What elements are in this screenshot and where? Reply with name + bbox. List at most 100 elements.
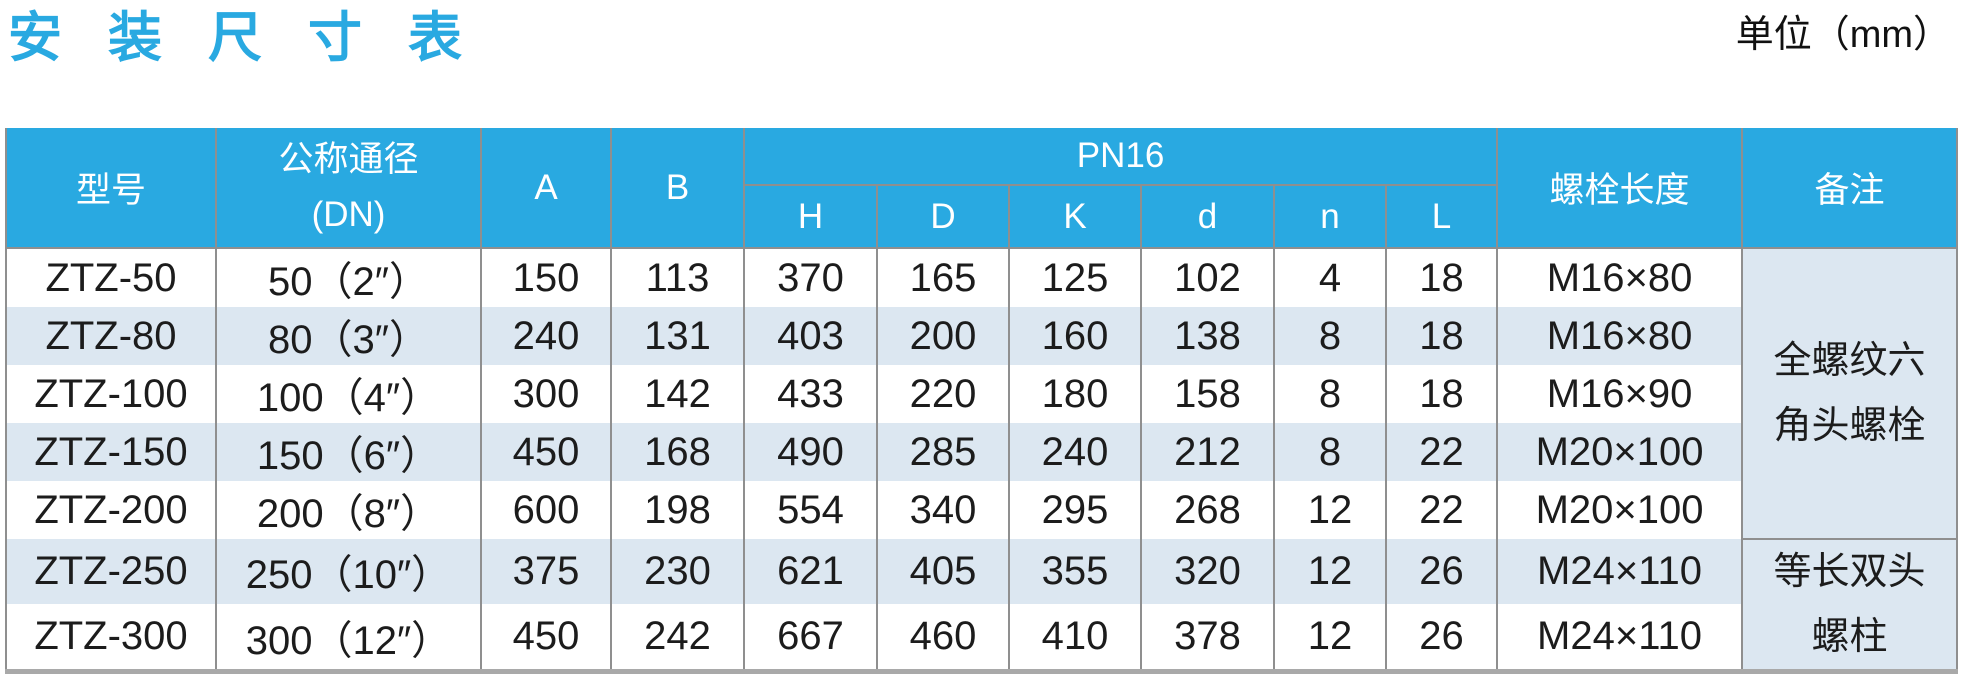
h-cell: 490 <box>743 423 878 481</box>
a-cell: 150 <box>480 248 612 307</box>
d-outer-cell: 285 <box>876 423 1010 481</box>
table-row: ZTZ-50 50（2″） 150 113 370 165 125 102 4 … <box>5 248 1959 540</box>
header-sub-h: H <box>743 185 878 249</box>
header-sub-n: n <box>1273 185 1387 249</box>
b-cell: 230 <box>610 539 745 604</box>
remark-cell-stud-bolt: 等长双头 螺柱 <box>1741 539 1959 673</box>
dimensions-table: 型号 公称通径 (DN) A B PN16 螺栓长度 备注 H D K d n … <box>5 128 1959 675</box>
b-cell: 198 <box>610 481 745 539</box>
dn-cell: 50（2″） <box>215 248 482 307</box>
header-pn16-group: PN16 <box>742 128 1499 186</box>
header-sub-l: L <box>1384 185 1499 249</box>
page-title: 安装尺寸表 <box>8 8 508 68</box>
table-header: 型号 公称通径 (DN) A B PN16 螺栓长度 备注 H D K d n … <box>5 128 1959 249</box>
l-cell: 22 <box>1384 481 1499 539</box>
dn-cell: 100（4″） <box>215 365 482 423</box>
n-cell: 8 <box>1273 365 1387 423</box>
l-cell: 22 <box>1384 423 1499 481</box>
unit-label: 单位（mm） <box>1735 14 1951 56</box>
k-cell: 410 <box>1008 603 1142 672</box>
dn-cell: 150（6″） <box>215 423 482 481</box>
header-col-a: A <box>480 128 612 249</box>
n-cell: 12 <box>1273 481 1387 539</box>
n-cell: 12 <box>1273 539 1387 604</box>
a-cell: 450 <box>480 603 612 672</box>
k-cell: 180 <box>1008 365 1142 423</box>
dn-cell: 300（12″） <box>215 603 482 672</box>
d-outer-cell: 405 <box>876 539 1010 604</box>
table-row: ZTZ-100 100（4″） 300 142 433 220 180 158 … <box>5 365 1957 423</box>
a-cell: 240 <box>480 307 612 365</box>
table-row: ZTZ-250 250（10″） 375 230 621 405 355 320… <box>5 539 1959 673</box>
d-outer-cell: 340 <box>876 481 1010 539</box>
l-cell: 18 <box>1384 365 1499 423</box>
bolt-cell: M24×110 <box>1496 539 1744 604</box>
table-row: ZTZ-200 200（8″） 600 198 554 340 295 268 … <box>5 481 1957 539</box>
n-cell: 4 <box>1273 248 1387 307</box>
header-col-b: B <box>610 128 745 249</box>
l-cell: 18 <box>1384 248 1499 307</box>
model-cell: ZTZ-150 <box>5 423 217 481</box>
k-cell: 240 <box>1008 423 1142 481</box>
dn-cell: 250（10″） <box>215 539 482 604</box>
h-cell: 554 <box>743 481 878 539</box>
model-cell: ZTZ-50 <box>5 248 217 307</box>
n-cell: 8 <box>1273 423 1387 481</box>
header-nominal-diameter-line2: (DN) <box>311 194 386 234</box>
d-cell: 320 <box>1140 539 1275 604</box>
h-cell: 621 <box>743 539 878 604</box>
k-cell: 160 <box>1008 307 1142 365</box>
d-outer-cell: 460 <box>876 603 1010 672</box>
bolt-cell: M16×80 <box>1496 307 1744 365</box>
h-cell: 370 <box>743 248 878 307</box>
d-outer-cell: 165 <box>876 248 1010 307</box>
bolt-cell: M20×100 <box>1496 481 1744 539</box>
header-sub-k: K <box>1008 185 1142 249</box>
d-cell: 138 <box>1140 307 1275 365</box>
remark-line: 螺柱 <box>1811 615 1888 658</box>
a-cell: 375 <box>480 539 612 604</box>
header-sub-d: d <box>1140 185 1275 249</box>
header-sub-d-outer: D <box>876 185 1010 249</box>
model-cell: ZTZ-300 <box>5 603 217 672</box>
remark-line: 全螺纹六 <box>1773 339 1926 382</box>
d-cell: 158 <box>1140 365 1275 423</box>
bolt-cell: M16×90 <box>1496 365 1744 423</box>
remark-line: 角头螺栓 <box>1773 404 1926 447</box>
a-cell: 300 <box>480 365 612 423</box>
table-row: ZTZ-80 80（3″） 240 131 403 200 160 138 8 … <box>5 307 1957 365</box>
top-bar: 安装尺寸表 单位（mm） <box>0 0 1961 128</box>
d-outer-cell: 200 <box>876 307 1010 365</box>
bolt-cell: M24×110 <box>1496 603 1744 672</box>
remark-line: 等长双头 <box>1773 551 1926 593</box>
n-cell: 12 <box>1273 603 1387 672</box>
header-remark: 备注 <box>1741 128 1959 249</box>
l-cell: 18 <box>1384 307 1499 365</box>
d-outer-cell: 220 <box>876 365 1010 423</box>
table-body: ZTZ-50 50（2″） 150 113 370 165 125 102 4 … <box>5 248 1959 673</box>
b-cell: 131 <box>610 307 745 365</box>
n-cell: 8 <box>1273 307 1387 365</box>
header-nominal-diameter: 公称通径 (DN) <box>215 128 482 249</box>
model-cell: ZTZ-100 <box>5 365 217 423</box>
h-cell: 433 <box>743 365 878 423</box>
table-row: ZTZ-300 300（12″） 450 242 667 460 410 378… <box>5 603 1957 672</box>
d-cell: 102 <box>1140 248 1275 307</box>
dn-cell: 80（3″） <box>215 307 482 365</box>
l-cell: 26 <box>1384 603 1499 672</box>
bolt-cell: M20×100 <box>1496 423 1744 481</box>
h-cell: 667 <box>743 603 878 672</box>
table-row: ZTZ-150 150（6″） 450 168 490 285 240 212 … <box>5 423 1957 481</box>
l-cell: 26 <box>1384 539 1499 604</box>
header-bolt-length: 螺栓长度 <box>1496 128 1744 249</box>
d-cell: 268 <box>1140 481 1275 539</box>
b-cell: 168 <box>610 423 745 481</box>
model-cell: ZTZ-200 <box>5 481 217 539</box>
b-cell: 142 <box>610 365 745 423</box>
d-cell: 378 <box>1140 603 1275 672</box>
a-cell: 600 <box>480 481 612 539</box>
k-cell: 125 <box>1008 248 1142 307</box>
d-cell: 212 <box>1140 423 1275 481</box>
model-cell: ZTZ-250 <box>5 539 217 604</box>
b-cell: 242 <box>610 603 745 672</box>
